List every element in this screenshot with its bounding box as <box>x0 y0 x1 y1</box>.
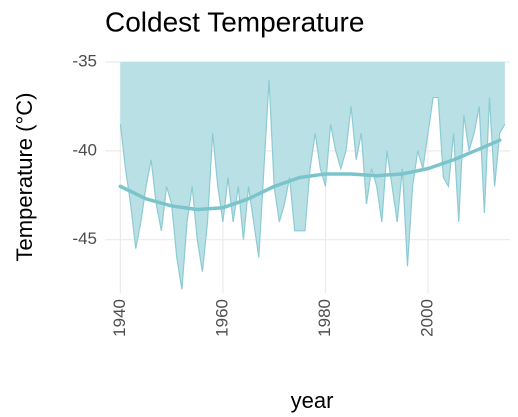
x-tick-label: 1940 <box>110 299 129 337</box>
y-axis-label: Temperature (°C) <box>12 93 37 262</box>
x-tick-label: 1980 <box>315 299 334 337</box>
area-fill <box>120 62 505 290</box>
y-tick-label: -45 <box>72 229 97 248</box>
x-tick-label: 1960 <box>212 299 231 337</box>
y-tick-label: -40 <box>72 140 97 159</box>
trend-line <box>118 138 502 212</box>
x-tick-label: 2000 <box>417 299 436 337</box>
chart-title: Coldest Temperature <box>105 6 364 37</box>
x-axis-label: year <box>291 388 334 413</box>
y-tick-label: -35 <box>72 51 97 70</box>
data-line <box>119 79 506 290</box>
